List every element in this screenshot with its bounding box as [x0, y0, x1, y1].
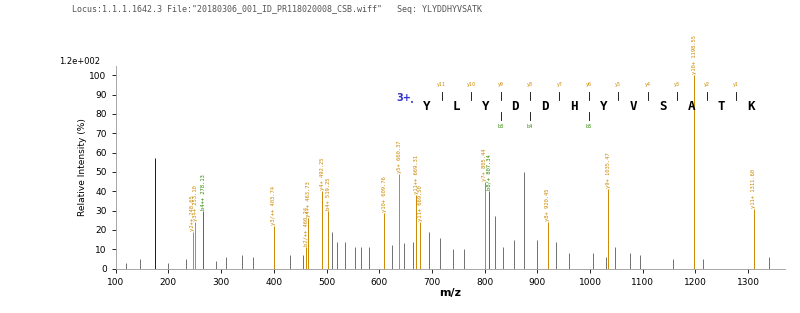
- Text: A: A: [688, 100, 696, 113]
- Text: y2: y2: [704, 82, 710, 87]
- Text: b4+ 519.25: b4+ 519.25: [326, 177, 330, 210]
- Text: y9+ 1035.47: y9+ 1035.47: [606, 153, 611, 188]
- Text: y8+ 920.45: y8+ 920.45: [546, 189, 550, 221]
- X-axis label: m/z: m/z: [439, 288, 462, 298]
- Text: b8/+ 807.34: b8/+ 807.34: [486, 155, 491, 190]
- Text: y9: y9: [498, 82, 503, 87]
- Text: y2++ 248.65: y2++ 248.65: [190, 195, 195, 231]
- Text: Y: Y: [423, 100, 430, 113]
- Text: V: V: [630, 100, 637, 113]
- Text: y4+ 492.25: y4+ 492.25: [320, 158, 325, 190]
- Text: y6: y6: [586, 82, 592, 87]
- Text: y11++ 669.31: y11++ 669.31: [414, 155, 418, 194]
- Text: 1.2e+002: 1.2e+002: [59, 57, 100, 66]
- Text: y11+ 1311.60: y11+ 1311.60: [751, 169, 757, 208]
- Text: D: D: [511, 100, 519, 113]
- Text: y1: y1: [733, 82, 739, 87]
- Text: y10+ 1198.55: y10+ 1198.55: [692, 35, 697, 74]
- Text: b4++ 278.13: b4++ 278.13: [201, 174, 206, 210]
- Text: y3: y3: [674, 82, 680, 87]
- Text: L: L: [453, 100, 460, 113]
- Text: H: H: [570, 100, 578, 113]
- Text: y7: y7: [557, 82, 562, 87]
- Text: D: D: [541, 100, 549, 113]
- Y-axis label: Relative Intensity (%): Relative Intensity (%): [78, 118, 86, 216]
- Text: •: •: [410, 100, 414, 106]
- Text: b5: b5: [586, 125, 592, 130]
- Text: Y: Y: [600, 100, 607, 113]
- Text: y5: y5: [615, 82, 622, 87]
- Text: 3+: 3+: [396, 93, 411, 103]
- Text: y10+ 609.76: y10+ 609.76: [382, 176, 387, 212]
- Text: y3/++ 403.74: y3/++ 403.74: [271, 186, 276, 225]
- Text: S: S: [658, 100, 666, 113]
- Text: y8: y8: [527, 82, 533, 87]
- Text: y10: y10: [466, 82, 476, 87]
- Text: y3++ 253.10: y3++ 253.10: [193, 186, 198, 221]
- Text: y4: y4: [645, 82, 650, 87]
- Text: Y: Y: [482, 100, 490, 113]
- Text: b4: b4: [527, 125, 533, 130]
- Text: y7+ 805.44: y7+ 805.44: [482, 148, 487, 181]
- Text: y11+ 669.50: y11+ 669.50: [418, 186, 423, 221]
- Text: y4++ 463.73: y4++ 463.73: [306, 182, 310, 217]
- Text: b3: b3: [498, 125, 504, 130]
- Text: b2/++ 460.24: b2/++ 460.24: [303, 207, 309, 246]
- Text: K: K: [747, 100, 754, 113]
- Text: y11: y11: [437, 82, 446, 87]
- Text: y5+ 660.37: y5+ 660.37: [397, 141, 402, 173]
- Text: Locus:1.1.1.1642.3 File:"20180306_001_ID_PR118020008_CSB.wiff"   Seq: YLYDDHYVSA: Locus:1.1.1.1642.3 File:"20180306_001_ID…: [72, 5, 482, 14]
- Text: T: T: [718, 100, 725, 113]
